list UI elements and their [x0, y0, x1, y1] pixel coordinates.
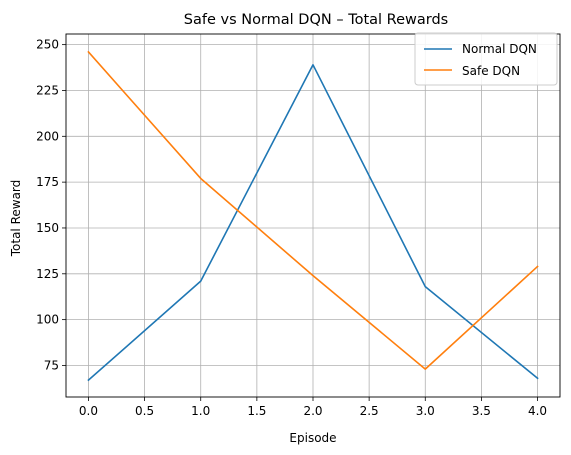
- x-tick-label: 0.0: [79, 404, 98, 418]
- y-tick-label: 250: [36, 38, 59, 52]
- x-axis-label: Episode: [289, 431, 336, 445]
- y-tick-label: 225: [36, 83, 59, 97]
- series-line-safe-dqn: [87, 50, 539, 370]
- x-tick-label: 3.0: [416, 404, 435, 418]
- x-tick-label: 0.5: [135, 404, 154, 418]
- x-axis-ticks: 0.0 0.5 1.0 1.5 2.0 2.5 3.0 3.5 4.0: [79, 397, 547, 418]
- y-tick-label: 175: [36, 175, 59, 189]
- legend-label-safe-dqn: Safe DQN: [462, 64, 520, 78]
- y-tick-label: 100: [36, 313, 59, 327]
- x-tick-label: 2.0: [303, 404, 322, 418]
- series-line-normal-dqn: [87, 64, 539, 382]
- y-tick-label: 75: [44, 358, 59, 372]
- x-tick-label: 2.5: [360, 404, 379, 418]
- legend: Normal DQN Safe DQN: [414, 32, 558, 86]
- x-tick-label: 4.0: [528, 404, 547, 418]
- y-tick-label: 200: [36, 129, 59, 143]
- grid: [66, 34, 560, 397]
- legend-label-normal-dqn: Normal DQN: [462, 42, 537, 56]
- y-axis-label: Total Reward: [9, 180, 23, 258]
- series-lines: [87, 50, 539, 382]
- chart-title: Safe vs Normal DQN – Total Rewards: [184, 12, 448, 28]
- x-tick-label: 3.5: [472, 404, 491, 418]
- legend-box: [414, 32, 558, 86]
- y-tick-label: 125: [36, 267, 59, 281]
- y-tick-label: 150: [36, 221, 59, 235]
- x-tick-label: 1.0: [191, 404, 210, 418]
- x-tick-label: 1.5: [247, 404, 266, 418]
- y-axis-ticks: 75 100 125 150 175 200 225 250: [36, 38, 66, 372]
